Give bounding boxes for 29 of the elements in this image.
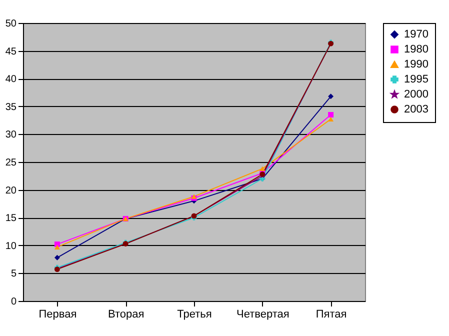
y-tick-label: 10 <box>5 240 17 252</box>
y-tick-label: 25 <box>5 158 17 168</box>
legend-label: 1980 <box>404 44 428 56</box>
x-tick-label: Первая <box>38 308 77 320</box>
legend-label: 2000 <box>404 88 428 100</box>
y-tick-label: 0 <box>10 296 17 308</box>
y-tick-label: 45 <box>5 46 17 58</box>
y-tick-label: 50 <box>5 18 17 30</box>
y-tick-label: 30 <box>5 130 17 141</box>
y-tick-label: 5 <box>10 268 17 280</box>
point <box>260 166 266 172</box>
x-tick-label: Третья <box>177 308 212 320</box>
point <box>54 254 60 260</box>
y-tick-label: 15 <box>5 213 17 224</box>
point <box>328 94 334 100</box>
x-tick-label: Вторая <box>108 308 144 320</box>
point <box>328 112 334 118</box>
legend-label: 2003 <box>404 104 428 116</box>
y-tick-label: 40 <box>5 74 17 86</box>
y-tick-label: 35 <box>5 102 17 113</box>
point <box>54 244 60 250</box>
point <box>54 242 60 248</box>
x-tick-label: Пятая <box>316 308 347 320</box>
legend-label: 1995 <box>404 74 428 86</box>
point <box>328 116 334 122</box>
legend-label: 1970 <box>404 28 428 40</box>
y-tick-label: 20 <box>5 185 17 196</box>
legend-label: 1990 <box>404 58 428 70</box>
x-tick-label: Четвертая <box>236 308 290 320</box>
